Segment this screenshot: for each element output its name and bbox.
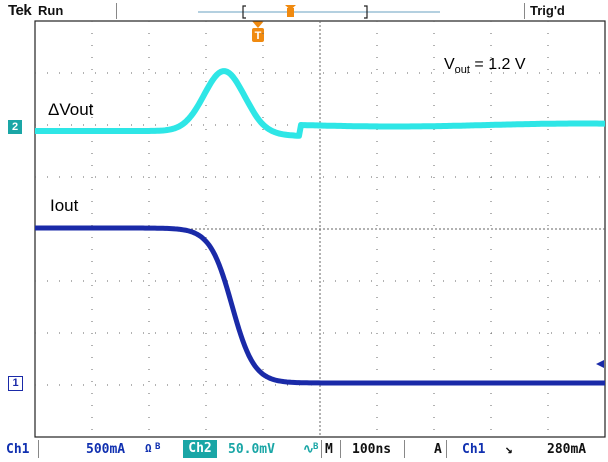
- top-status-bar: Tek Run Trig'd: [0, 0, 608, 22]
- ch1-scale[interactable]: 500mA: [86, 442, 126, 457]
- trigger-position-icon: [285, 5, 296, 17]
- trigger-status: Trig'd: [530, 3, 565, 18]
- topbar-divider-right: [524, 3, 525, 19]
- status-divider: [321, 440, 322, 458]
- trigger-source[interactable]: Ch1: [462, 442, 486, 457]
- status-divider: [404, 440, 405, 458]
- ch1-coupling-icon: Ω: [145, 442, 152, 455]
- trigger-level[interactable]: 280mA: [547, 442, 587, 457]
- topbar-divider-left: [116, 3, 117, 19]
- status-divider: [38, 440, 39, 458]
- record-bracket-right: [364, 5, 368, 19]
- ch1-bandwidth-icon: B: [155, 442, 161, 452]
- ch1-waveform-trace: [34, 225, 606, 386]
- timebase-value[interactable]: 100ns: [352, 442, 392, 457]
- brand-logo: Tek: [8, 2, 32, 19]
- status-divider: [340, 440, 341, 458]
- acquisition-state: Run: [38, 3, 64, 18]
- trigger-mode[interactable]: A: [434, 442, 442, 457]
- ch1-label[interactable]: Ch1: [6, 442, 30, 457]
- trigger-time-marker-icon: T: [252, 21, 264, 42]
- ch2-label[interactable]: Ch2: [183, 440, 217, 458]
- ch1-trace-label: Iout: [50, 196, 79, 215]
- status-divider: [446, 440, 447, 458]
- trigger-marker-letter: T: [255, 30, 262, 42]
- ch1-ground-marker[interactable]: 1: [8, 376, 23, 391]
- vout-annotation-value: = 1.2 V: [469, 56, 526, 73]
- ch2-waveform-trace: [34, 68, 606, 139]
- bottom-status-bar: Ch1 500mA Ω B Ch2 50.0mV ∿ B M 100ns A C…: [0, 440, 608, 460]
- vout-annotation-symbol: V: [444, 56, 455, 73]
- vout-annotation: Vout = 1.2 V: [444, 56, 526, 76]
- ch2-trace-label: ΔVout: [48, 100, 94, 119]
- trigger-slope-icon: ↘: [505, 442, 513, 457]
- trigger-level-arrow-icon: [596, 360, 604, 368]
- ch2-ground-marker[interactable]: 2: [8, 120, 22, 134]
- record-bracket-left: [242, 5, 246, 19]
- vout-annotation-subscript: out: [454, 64, 470, 77]
- ch2-coupling-icon: ∿: [303, 442, 314, 457]
- ch2-scale[interactable]: 50.0mV: [228, 442, 275, 457]
- timebase-label: M: [325, 442, 333, 457]
- ch2-bandwidth-icon: B: [313, 442, 319, 452]
- graticule-grid: [35, 21, 605, 437]
